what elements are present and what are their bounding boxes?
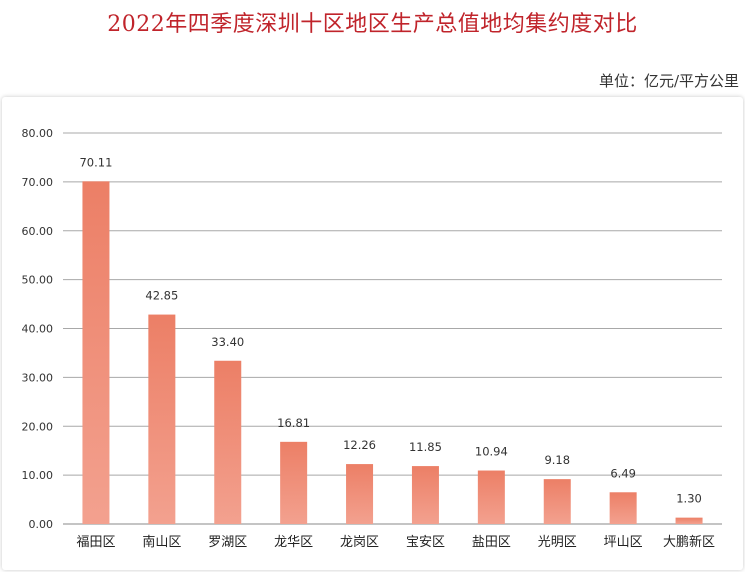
y-axis-ticks: 0.00 10.00 20.00 30.00 40.00 50.00 60.00 70.00 8… xyxy=(22,127,54,531)
bar xyxy=(82,181,110,524)
x-tick-label: 龙岗区 xyxy=(340,535,379,550)
data-label: 6.49 xyxy=(610,466,636,480)
bar xyxy=(477,470,505,524)
y-tick-label: 80.00 xyxy=(22,127,54,140)
bar xyxy=(411,466,439,524)
x-tick-label: 福田区 xyxy=(76,535,115,550)
data-label: 1.30 xyxy=(676,492,702,506)
x-tick-label: 大鹏新区 xyxy=(663,534,715,550)
bar xyxy=(280,441,308,524)
y-tick-label: 30.00 xyxy=(22,371,54,384)
bar xyxy=(214,360,242,524)
x-tick-label: 龙华区 xyxy=(274,535,313,550)
bar xyxy=(148,314,176,524)
data-label: 16.81 xyxy=(277,416,310,430)
data-label: 42.85 xyxy=(145,289,178,303)
unit-label: 单位：亿元/平方公里 xyxy=(598,72,739,90)
data-label: 70.11 xyxy=(79,155,112,169)
y-tick-label: 50.00 xyxy=(22,274,54,287)
y-tick-label: 10.00 xyxy=(22,469,54,482)
x-tick-label: 盐田区 xyxy=(472,535,511,550)
y-tick-label: 60.00 xyxy=(22,225,54,238)
value-labels: 70.11 42.85 33.40 16.81 12.26 11.85 10.94 9.18 6… xyxy=(79,155,701,505)
x-axis-categories: 福田区 南山区 罗湖区 龙华区 龙岗区 宝安区 盐田区 光明区 坪山区 大鹏新区 xyxy=(76,534,715,550)
y-tick-label: 70.00 xyxy=(22,176,54,189)
bar xyxy=(346,464,374,524)
bar xyxy=(675,517,703,524)
x-tick-label: 南山区 xyxy=(142,534,181,550)
data-label: 33.40 xyxy=(211,335,244,349)
bar xyxy=(543,479,571,524)
data-label: 12.26 xyxy=(343,438,376,452)
y-tick-label: 40.00 xyxy=(22,323,54,336)
x-tick-label: 光明区 xyxy=(538,535,577,550)
data-label: 11.85 xyxy=(409,440,442,454)
y-tick-label: 20.00 xyxy=(22,420,54,433)
data-label: 9.18 xyxy=(544,453,570,467)
x-tick-label: 宝安区 xyxy=(406,535,445,550)
x-tick-label: 坪山区 xyxy=(604,535,643,550)
y-tick-label: 0.00 xyxy=(29,518,54,531)
bar xyxy=(609,492,637,524)
chart-title: 2022年四季度深圳十区地区生产总值地均集约度对比 xyxy=(107,12,638,37)
data-label: 10.94 xyxy=(475,445,508,459)
bars xyxy=(82,181,703,524)
x-tick-label: 罗湖区 xyxy=(208,535,247,550)
